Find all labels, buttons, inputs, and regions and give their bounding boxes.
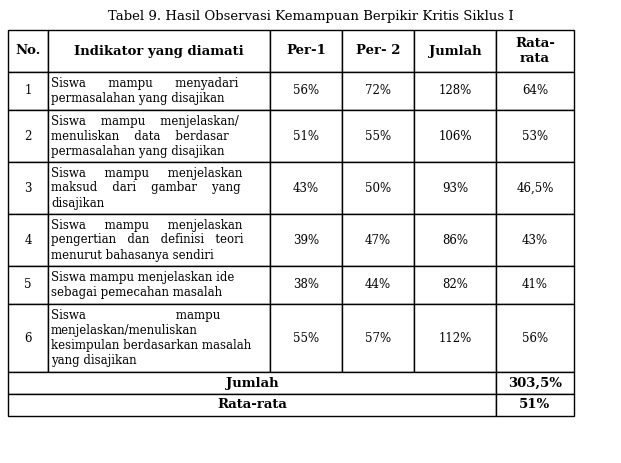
Text: 2: 2	[24, 130, 32, 143]
Text: Jumlah: Jumlah	[428, 44, 481, 57]
Bar	[48, 214, 270, 266]
Bar	[8, 214, 48, 266]
Text: 106%: 106%	[438, 130, 472, 143]
Text: 72%: 72%	[365, 85, 391, 98]
Text: 46,5%: 46,5%	[516, 181, 554, 194]
Text: 43%: 43%	[293, 181, 319, 194]
Text: Siswa mampu menjelaskan ide
sebagai pemecahan masalah: Siswa mampu menjelaskan ide sebagai peme…	[51, 271, 234, 299]
Bar	[496, 72, 574, 110]
Text: No.: No.	[16, 44, 41, 57]
Bar	[270, 162, 342, 214]
Text: Rata-rata: Rata-rata	[217, 399, 287, 412]
Bar	[496, 214, 574, 266]
Bar	[496, 30, 574, 72]
Bar	[414, 214, 496, 266]
Bar	[342, 162, 414, 214]
Bar	[8, 72, 48, 110]
Bar	[8, 162, 48, 214]
Bar	[270, 266, 342, 304]
Bar	[8, 110, 48, 162]
Text: 43%: 43%	[522, 233, 548, 246]
Bar	[48, 162, 270, 214]
Text: Siswa                        mampu
menjelaskan/menuliskan
kesimpulan berdasarkan: Siswa mampu menjelaskan/menuliskan kesim…	[51, 309, 252, 367]
Text: Siswa     mampu     menjelaskan
maksud    dari    gambar    yang
disajikan: Siswa mampu menjelaskan maksud dari gamb…	[51, 167, 242, 209]
Text: Siswa     mampu     menjelaskan
pengertian   dan   definisi   teori
menurut baha: Siswa mampu menjelaskan pengertian dan d…	[51, 219, 243, 262]
Text: 4: 4	[24, 233, 32, 246]
Bar	[496, 394, 574, 416]
Text: 53%: 53%	[522, 130, 548, 143]
Text: Jumlah: Jumlah	[225, 376, 278, 389]
Bar	[8, 394, 496, 416]
Bar	[496, 372, 574, 394]
Bar	[414, 162, 496, 214]
Bar	[342, 304, 414, 372]
Bar	[8, 30, 48, 72]
Text: 5: 5	[24, 279, 32, 292]
Bar	[414, 304, 496, 372]
Bar	[270, 30, 342, 72]
Bar	[270, 304, 342, 372]
Bar	[270, 72, 342, 110]
Bar	[270, 214, 342, 266]
Bar	[496, 110, 574, 162]
Bar	[48, 304, 270, 372]
Bar	[496, 266, 574, 304]
Bar	[414, 72, 496, 110]
Bar	[8, 372, 496, 394]
Bar	[270, 110, 342, 162]
Text: 82%: 82%	[442, 279, 468, 292]
Bar	[342, 214, 414, 266]
Bar	[48, 266, 270, 304]
Text: 47%: 47%	[365, 233, 391, 246]
Bar	[414, 110, 496, 162]
Text: 41%: 41%	[522, 279, 548, 292]
Text: Rata-
rata: Rata- rata	[515, 37, 555, 65]
Text: Tabel 9. Hasil Observasi Kemampuan Berpikir Kritis Siklus I: Tabel 9. Hasil Observasi Kemampuan Berpi…	[107, 10, 514, 23]
Text: 86%: 86%	[442, 233, 468, 246]
Bar	[496, 162, 574, 214]
Text: 44%: 44%	[365, 279, 391, 292]
Text: Per- 2: Per- 2	[356, 44, 401, 57]
Bar	[496, 304, 574, 372]
Text: 39%: 39%	[293, 233, 319, 246]
Text: 112%: 112%	[438, 332, 471, 344]
Text: 1: 1	[24, 85, 32, 98]
Bar	[342, 30, 414, 72]
Bar	[342, 266, 414, 304]
Text: 51%: 51%	[293, 130, 319, 143]
Bar	[414, 266, 496, 304]
Bar	[414, 30, 496, 72]
Text: 38%: 38%	[293, 279, 319, 292]
Bar	[48, 30, 270, 72]
Text: 303,5%: 303,5%	[508, 376, 562, 389]
Text: 6: 6	[24, 332, 32, 344]
Bar	[48, 72, 270, 110]
Bar	[342, 72, 414, 110]
Text: 128%: 128%	[438, 85, 471, 98]
Text: 55%: 55%	[293, 332, 319, 344]
Text: 50%: 50%	[365, 181, 391, 194]
Bar	[8, 304, 48, 372]
Text: 93%: 93%	[442, 181, 468, 194]
Text: 56%: 56%	[293, 85, 319, 98]
Bar	[8, 266, 48, 304]
Text: Indikator yang diamati: Indikator yang diamati	[74, 44, 244, 57]
Text: 57%: 57%	[365, 332, 391, 344]
Text: Siswa    mampu    menjelaskan/
menuliskan    data    berdasar
permasalahan yang : Siswa mampu menjelaskan/ menuliskan data…	[51, 114, 239, 157]
Text: Siswa      mampu      menyadari
permasalahan yang disajikan: Siswa mampu menyadari permasalahan yang …	[51, 77, 238, 105]
Text: 51%: 51%	[519, 399, 551, 412]
Bar	[48, 110, 270, 162]
Text: 55%: 55%	[365, 130, 391, 143]
Text: 3: 3	[24, 181, 32, 194]
Text: 56%: 56%	[522, 332, 548, 344]
Text: Per-1: Per-1	[286, 44, 326, 57]
Text: 64%: 64%	[522, 85, 548, 98]
Bar	[342, 110, 414, 162]
